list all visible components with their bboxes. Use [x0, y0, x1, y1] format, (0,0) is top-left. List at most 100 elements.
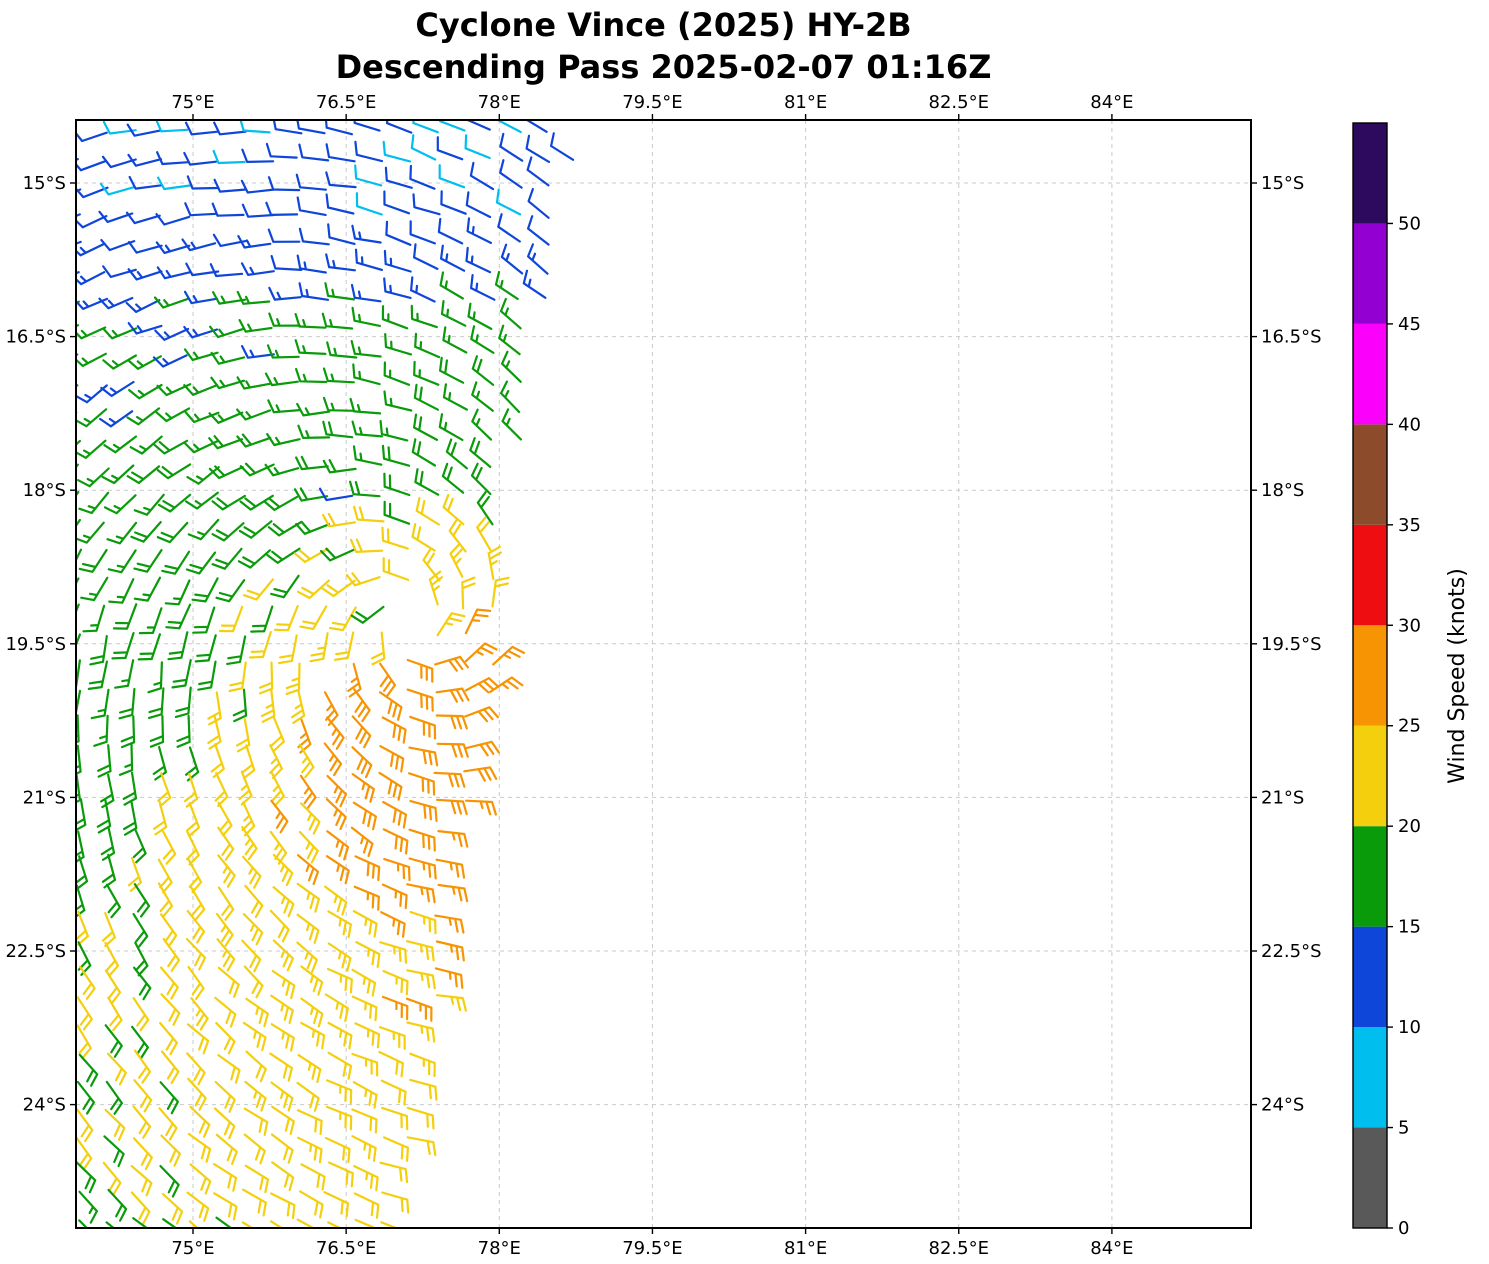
wind-barb	[326, 341, 358, 359]
wind-barb	[354, 855, 381, 882]
wind-barb	[174, 686, 192, 718]
wind-barb	[127, 240, 163, 254]
wind-barb	[133, 1049, 152, 1084]
wind-barb	[152, 745, 167, 781]
wind-barb	[409, 910, 437, 935]
wind-barb	[381, 995, 409, 1021]
wind-barb	[102, 265, 137, 278]
wind-barb	[132, 913, 149, 948]
wind-barb	[215, 1216, 233, 1228]
wind-barb	[217, 966, 240, 998]
wind-barb	[381, 305, 409, 330]
wind-barb	[214, 772, 229, 807]
wind-barb	[295, 173, 327, 191]
wind-barb	[271, 1105, 295, 1135]
wind-barb	[266, 433, 301, 447]
wind-barb	[157, 882, 174, 918]
wind-barb	[269, 1220, 284, 1228]
wind-barb	[351, 1108, 378, 1134]
chart-title-line1: Cyclone Vince (2025) HY-2B	[415, 6, 912, 44]
wind-barb	[105, 1221, 116, 1228]
wind-barb	[415, 497, 440, 526]
wind-barb	[114, 659, 135, 689]
wind-barb	[379, 691, 403, 721]
wind-barb	[428, 570, 443, 606]
wind-barb	[243, 578, 274, 601]
wind-barb	[112, 603, 138, 630]
colorbar-segment	[1353, 223, 1387, 324]
y-tick-label-left: 24°S	[23, 1095, 66, 1116]
wind-barb	[167, 631, 189, 661]
wind-barb	[383, 249, 412, 273]
wind-barb	[82, 604, 106, 633]
wind-barb	[353, 885, 380, 911]
colorbar-segment	[1353, 524, 1387, 626]
wind-barb	[379, 1161, 409, 1184]
wind-barb	[323, 1191, 349, 1218]
wind-barb	[296, 402, 331, 417]
wind-barb	[106, 1052, 127, 1086]
wind-barb	[133, 966, 152, 1001]
wind-barb	[218, 605, 244, 633]
wind-barb	[406, 1021, 436, 1043]
map-frame	[75, 119, 1252, 1229]
wind-barb	[442, 383, 468, 411]
x-tick-label-bottom: 79.5°E	[622, 1238, 682, 1259]
wind-barb	[160, 913, 178, 948]
wind-barb	[97, 744, 112, 778]
wind-barb	[76, 242, 105, 257]
wind-barb	[268, 312, 301, 327]
wind-barb	[101, 853, 117, 889]
wind-barb	[132, 1105, 152, 1139]
wind-barb	[297, 1054, 322, 1084]
wind-barb	[527, 243, 549, 275]
wind-barb	[294, 339, 327, 355]
wind-barb	[471, 355, 495, 386]
wind-barb	[213, 1192, 238, 1221]
wind-barb	[381, 526, 409, 550]
wind-barb	[161, 830, 177, 865]
wind-barb	[383, 277, 412, 299]
wind-barb	[153, 439, 189, 455]
wind-barb	[186, 1023, 210, 1055]
wind-barb	[78, 1219, 89, 1228]
wind-barb	[241, 939, 262, 973]
wind-barb	[309, 632, 329, 663]
wind-barb	[111, 632, 135, 660]
wind-barb	[186, 802, 201, 838]
wind-barb	[439, 271, 464, 300]
wind-barb	[321, 312, 354, 330]
wind-barb	[499, 297, 522, 330]
x-tick-label-top: 81°E	[784, 92, 827, 113]
colorbar-tick-label: 45	[1398, 314, 1421, 335]
wind-barb	[383, 1136, 409, 1162]
wind-barb	[297, 718, 312, 754]
wind-barb	[497, 213, 521, 243]
wind-barb	[242, 855, 262, 889]
wind-barb	[183, 772, 199, 808]
wind-barb	[217, 854, 236, 888]
wind-barb	[470, 274, 496, 301]
wind-barb	[212, 149, 246, 165]
wind-barb	[322, 459, 357, 474]
wind-barb	[266, 547, 301, 564]
wind-barb	[183, 290, 219, 305]
wind-barb	[494, 270, 519, 300]
wind-barb	[101, 912, 116, 947]
x-tick-label-top: 75°E	[171, 92, 214, 113]
wind-barb	[299, 774, 317, 809]
wind-barb	[351, 995, 378, 1022]
wind-barb	[435, 687, 470, 703]
colorbar-tick-label: 15	[1398, 917, 1421, 938]
wind-barb	[107, 996, 123, 1032]
wind-barb	[383, 858, 411, 882]
chart-title: Cyclone Vince (2025) HY-2B Descending Pa…	[76, 4, 1251, 88]
wind-barb	[190, 997, 209, 1031]
wind-barb	[326, 774, 348, 808]
wind-barb	[448, 518, 467, 553]
wind-barb	[526, 156, 550, 187]
wind-barb	[352, 1081, 378, 1109]
wind-barb	[353, 1165, 379, 1192]
wind-barb	[267, 176, 301, 192]
wind-barb	[185, 491, 219, 510]
